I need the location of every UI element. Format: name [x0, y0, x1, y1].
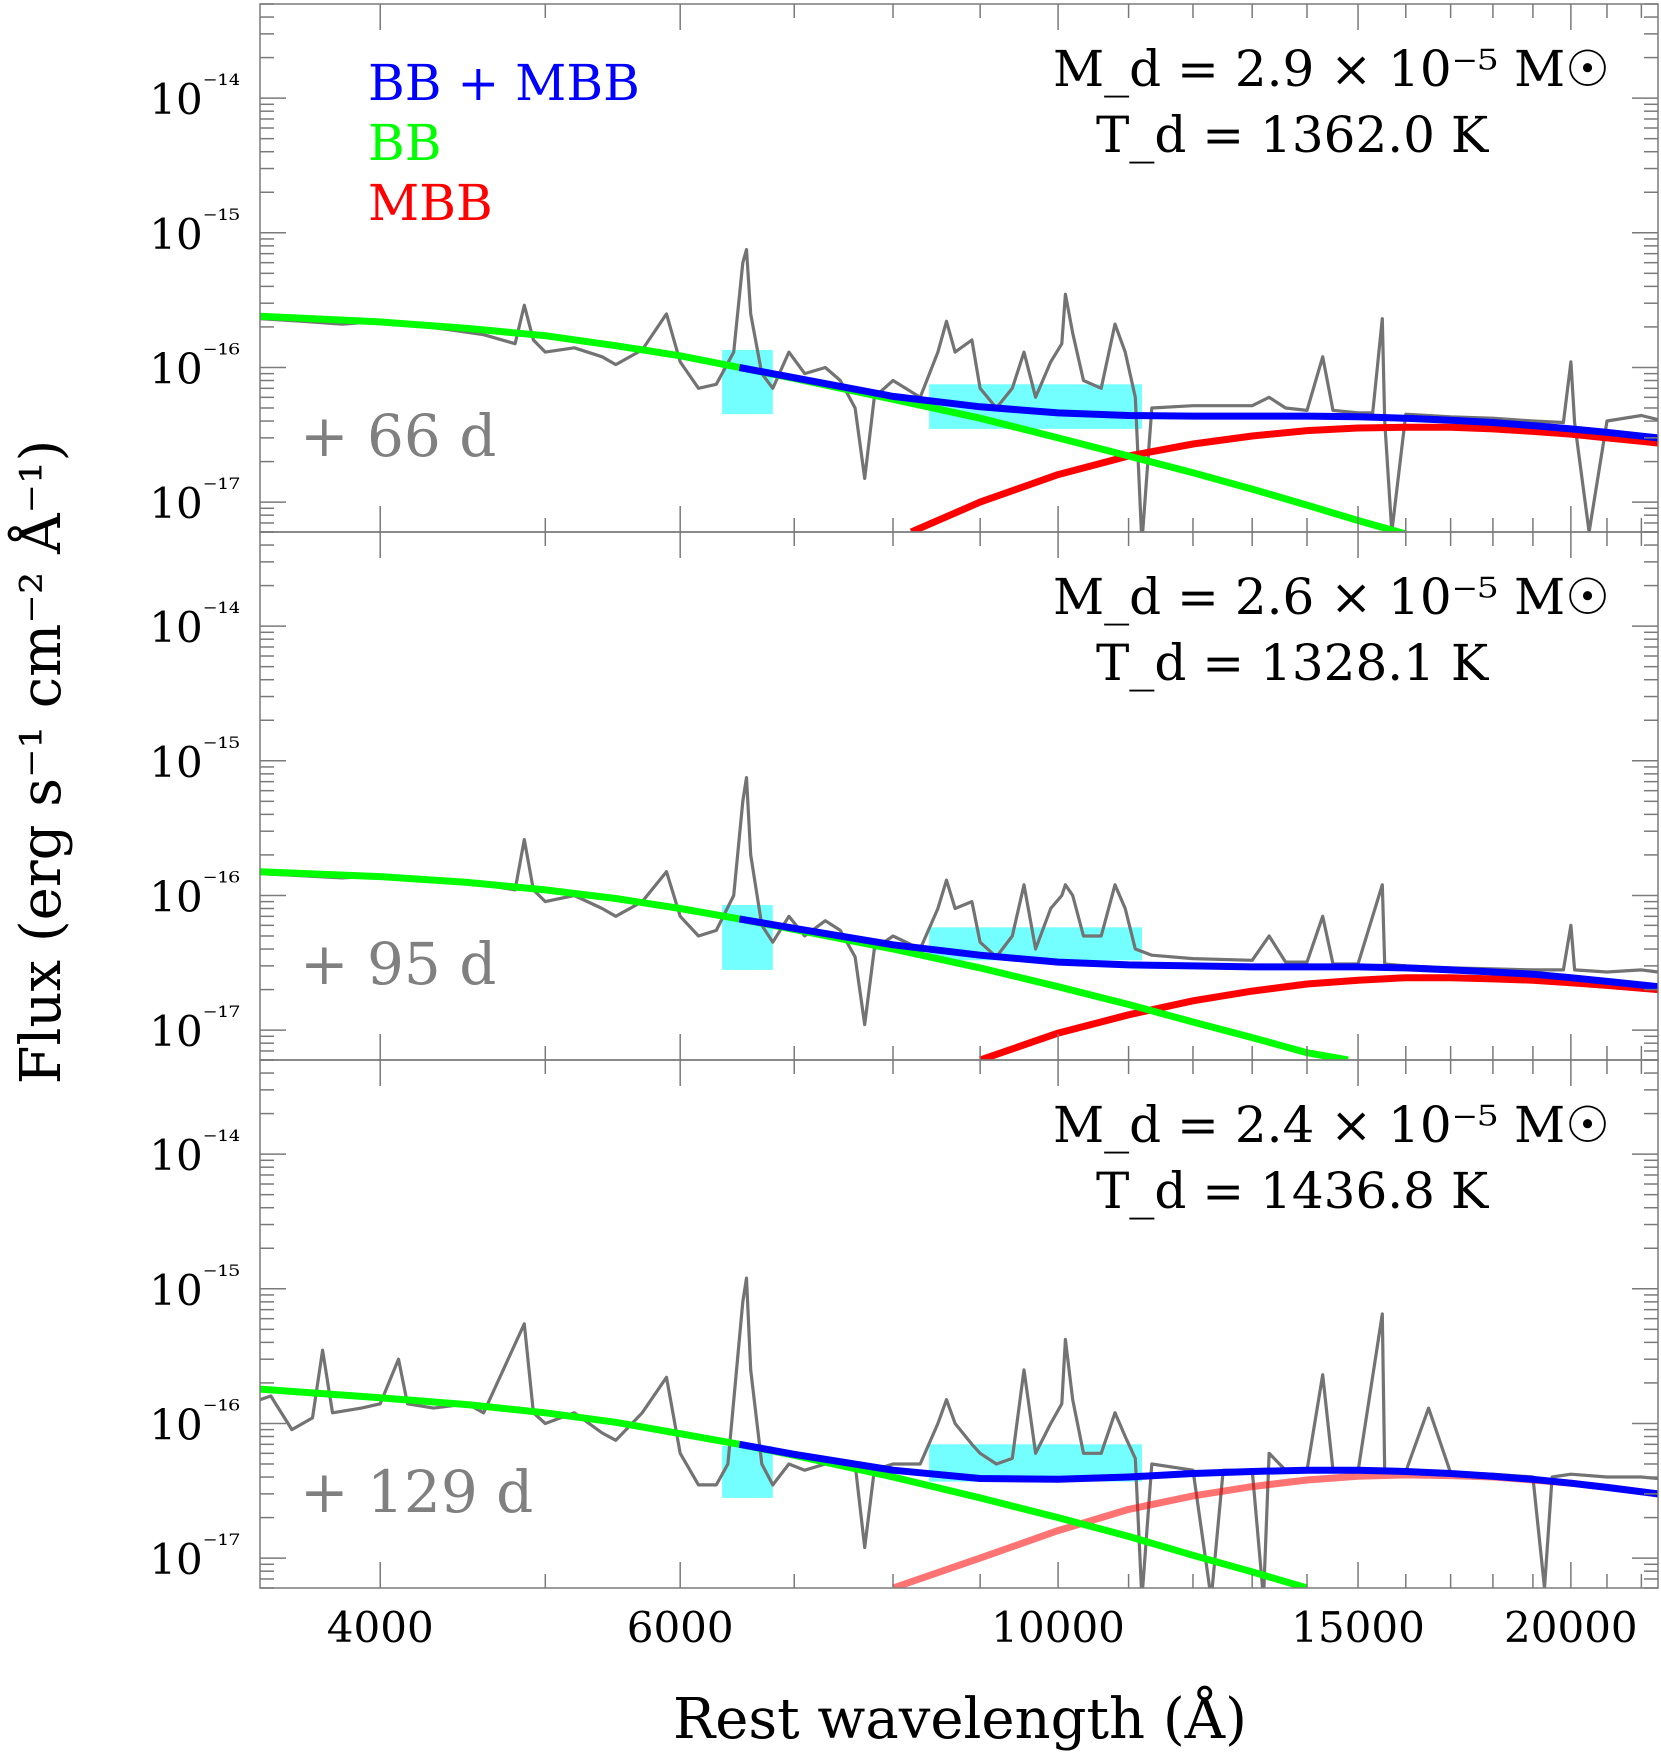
y-tick-exponent: ⁻¹⁶: [203, 1393, 240, 1426]
y-tick-exponent: ⁻¹⁵: [203, 203, 240, 236]
x-tick-label: 6000: [627, 1603, 734, 1652]
y-tick-label: 10⁻¹⁵: [149, 1259, 240, 1315]
y-tick-exponent: ⁻¹⁴: [203, 596, 240, 629]
dust-temperature-label: T_d = 1328.1 K: [1096, 634, 1490, 692]
y-tick-exponent: ⁻¹⁴: [203, 68, 240, 101]
panel-2: 10⁻¹⁷ 10⁻¹⁶ 10⁻¹⁵ 10⁻¹⁴ M_d = 2.6 × 10⁻⁵ M☉ T…: [149, 531, 1659, 1061]
epoch-label: + 95 d: [300, 930, 496, 998]
y-tick-exponent: ⁻¹⁶: [203, 865, 240, 898]
panel-frame: [259, 1059, 1659, 1589]
dust-mass-label: M_d = 2.4 × 10⁻⁵ M☉: [1053, 1096, 1610, 1154]
plot-area: [260, 775, 1658, 1060]
y-tick-label: 10⁻¹⁷: [149, 1000, 240, 1056]
legend-entry: BB + MBB: [368, 54, 640, 112]
dust-temperature-label: T_d = 1436.8 K: [1096, 1162, 1490, 1220]
mbb-model-line: [978, 974, 1658, 1060]
y-tick-exponent: ⁻¹⁷: [203, 472, 240, 505]
legend-entry: MBB: [368, 174, 493, 232]
plot-area: [260, 1276, 1658, 1588]
y-tick-label: 10⁻¹⁶: [149, 1393, 240, 1449]
x-tick-label: 20000: [1504, 1603, 1638, 1652]
y-tick-exponent: ⁻¹⁵: [203, 1259, 240, 1292]
y-tick-exponent: ⁻¹⁶: [203, 337, 240, 370]
mbb-model-line: [909, 423, 1658, 532]
total-model-line: [738, 364, 1658, 442]
y-tick-exponent: ⁻¹⁵: [203, 731, 240, 764]
y-tick-exponent: ⁻¹⁴: [203, 1124, 240, 1157]
y-tick-exponent: ⁻¹⁷: [203, 1528, 240, 1561]
total-model-line: [738, 915, 1658, 991]
plot-area: [260, 248, 1658, 532]
y-tick-label: 10⁻¹⁶: [149, 337, 240, 393]
epoch-label: + 66 d: [300, 402, 496, 470]
y-tick-exponent: ⁻¹⁷: [203, 1000, 240, 1033]
y-tick-label: 10⁻¹⁵: [149, 203, 240, 259]
y-tick-label: 10⁻¹⁴: [149, 68, 240, 124]
y-tick-label: 10⁻¹⁵: [149, 731, 240, 787]
y-axis-title: Flux (erg s⁻¹ cm⁻² Å⁻¹): [7, 440, 74, 1085]
y-tick-label: 10⁻¹⁷: [149, 472, 240, 528]
x-axis-title: Rest wavelength (Å): [673, 1685, 1247, 1752]
y-tick-label: 10⁻¹⁷: [149, 1528, 240, 1584]
x-tick-label: 10000: [991, 1603, 1125, 1652]
y-tick-label: 10⁻¹⁶: [149, 865, 240, 921]
panel-3: 10⁻¹⁷ 10⁻¹⁶ 10⁻¹⁵ 10⁻¹⁴ M_d = 2.4 × 10⁻⁵ M☉ T…: [149, 1059, 1659, 1589]
dust-mass-label: M_d = 2.9 × 10⁻⁵ M☉: [1053, 40, 1610, 98]
y-tick-label: 10⁻¹⁴: [149, 1124, 240, 1180]
spectrum-line: [260, 248, 1658, 532]
dust-mass-label: M_d = 2.6 × 10⁻⁵ M☉: [1053, 568, 1610, 626]
x-tick-label: 15000: [1291, 1603, 1425, 1652]
x-tick-label: 4000: [327, 1603, 434, 1652]
spectrum-line: [260, 1276, 1658, 1588]
y-tick-label: 10⁻¹⁴: [149, 596, 240, 652]
panel-1: 10⁻¹⁷ 10⁻¹⁶ 10⁻¹⁵ 10⁻¹⁴ M_d = 2.9 × 10⁻⁵ M☉ T…: [149, 3, 1659, 533]
legend-entry: BB: [368, 114, 442, 172]
dust-temperature-label: T_d = 1362.0 K: [1096, 106, 1490, 164]
total-model-line: [738, 1440, 1658, 1498]
panels: 10⁻¹⁷ 10⁻¹⁶ 10⁻¹⁵ 10⁻¹⁴ M_d = 2.9 × 10⁻⁵ M☉ T…: [149, 3, 1659, 1652]
epoch-label: + 129 d: [300, 1458, 533, 1526]
